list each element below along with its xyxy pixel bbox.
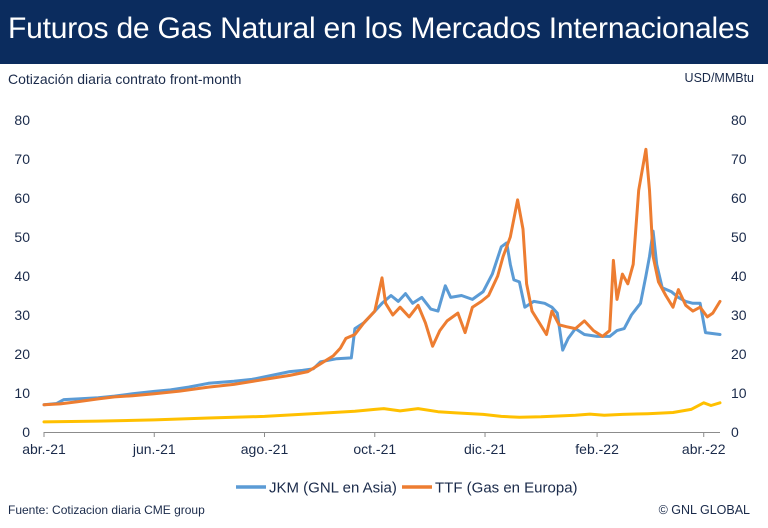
series-line-hh <box>42 401 722 424</box>
series-line-ttf <box>42 147 722 407</box>
unit-label: USD/MMBtu <box>684 71 754 85</box>
y-tick-left: 30 <box>14 307 30 323</box>
y-tick-left: 10 <box>14 385 30 401</box>
legend-label-ttf: TTF (Gas en Europa) <box>435 480 578 497</box>
x-tick-label: feb.-22 <box>575 441 619 457</box>
y-tick-right: 60 <box>731 190 747 206</box>
chart-series <box>42 147 722 424</box>
x-tick-label: jun.-21 <box>132 441 176 457</box>
y-tick-right: 40 <box>731 268 747 284</box>
y-tick-right: 30 <box>731 307 747 323</box>
y-tick-left: 70 <box>14 151 30 167</box>
y-tick-right: 10 <box>731 385 747 401</box>
chart-legend: JKM (GNL en Asia) TTF (Gas en Europa) <box>236 480 578 497</box>
y-tick-right: 0 <box>731 424 739 440</box>
y-tick-left: 80 <box>14 112 30 128</box>
chart-subtitle: Cotización diaria contrato front-month <box>8 71 242 87</box>
chart-axes: 0 0 10 10 20 20 30 30 40 40 50 50 60 60 70 70 80 80 abr.-2… <box>14 112 746 457</box>
x-tick-label: abr.-21 <box>22 441 66 457</box>
y-tick-left: 50 <box>14 229 30 245</box>
x-tick-label: oct.-21 <box>353 441 396 457</box>
page-title: Futuros de Gas Natural en los Mercados I… <box>8 12 750 45</box>
y-tick-left: 60 <box>14 190 30 206</box>
y-tick-right: 70 <box>731 151 747 167</box>
x-tick-label: abr.-22 <box>682 441 726 457</box>
x-tick-label: dic.-21 <box>464 441 506 457</box>
legend-label-jkm: JKM (GNL en Asia) <box>269 480 397 497</box>
y-tick-left: 20 <box>14 346 30 362</box>
source-note: Fuente: Cotizacion diaria CME group <box>8 503 205 517</box>
brand-credit: © GNL GLOBAL <box>658 503 750 517</box>
series-line-jkm <box>42 229 722 407</box>
y-tick-right: 20 <box>731 346 747 362</box>
x-tick-label: ago.-21 <box>241 441 289 457</box>
y-tick-right: 80 <box>731 112 747 128</box>
y-tick-left: 40 <box>14 268 30 284</box>
y-tick-right: 50 <box>731 229 747 245</box>
y-tick-left: 0 <box>22 424 30 440</box>
title-bar: Futuros de Gas Natural en los Mercados I… <box>0 0 768 64</box>
